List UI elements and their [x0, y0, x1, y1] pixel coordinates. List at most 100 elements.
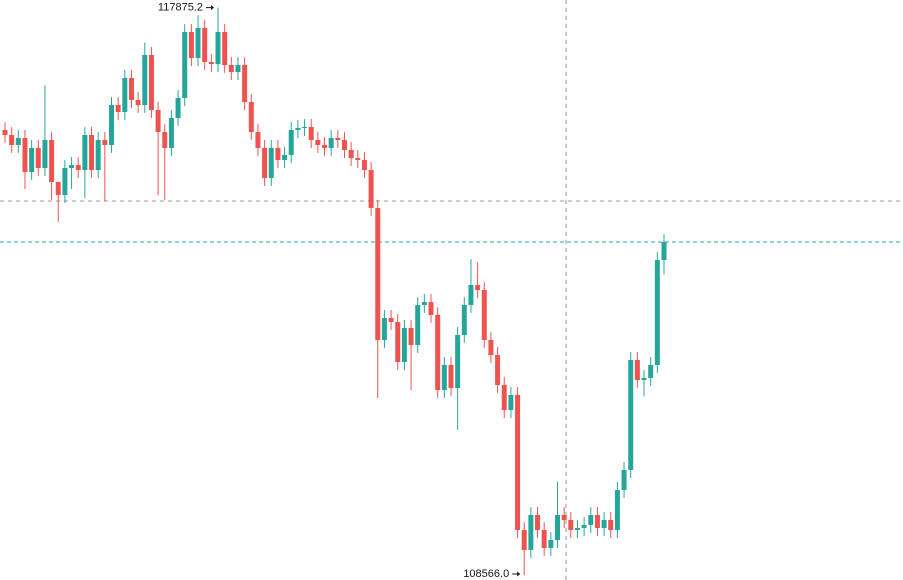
- candle-body: [175, 97, 181, 118]
- candle-body: [348, 150, 354, 158]
- candle-body: [441, 365, 447, 390]
- candle-body: [202, 27, 208, 63]
- candle-body: [614, 490, 620, 530]
- candle-body: [255, 132, 261, 148]
- candle-body: [634, 360, 640, 380]
- candle-body: [248, 102, 254, 133]
- candle-body: [368, 170, 374, 208]
- candle-body: [408, 327, 414, 345]
- candle-body: [495, 355, 501, 385]
- candle-body: [62, 167, 68, 195]
- candle-body: [75, 165, 81, 170]
- candle-body: [15, 137, 21, 145]
- candle-body: [621, 470, 627, 490]
- candle-body: [188, 32, 194, 58]
- candle-body: [455, 335, 461, 388]
- candle-body: [22, 137, 28, 173]
- candle-body: [69, 165, 75, 168]
- candle-body: [581, 525, 587, 528]
- candle-body: [421, 302, 427, 305]
- candle-body: [282, 155, 288, 160]
- candle-body: [162, 132, 168, 148]
- candle-body: [548, 540, 554, 548]
- candle-body: [608, 520, 614, 530]
- candle-body: [475, 285, 481, 290]
- candle-body: [235, 65, 241, 73]
- candle-body: [448, 365, 454, 388]
- candle-body: [428, 302, 434, 315]
- candle-body: [82, 135, 88, 170]
- candle-body: [528, 515, 534, 550]
- candle-body: [335, 137, 341, 140]
- candle-body: [288, 130, 294, 155]
- low-arrow-head: [517, 571, 521, 577]
- candle-body: [49, 140, 55, 183]
- candle-body: [35, 147, 41, 168]
- candle-body: [122, 77, 128, 113]
- candle-body: [315, 140, 321, 145]
- candle-body: [155, 110, 161, 133]
- candle-body: [302, 127, 308, 129]
- candle-body: [588, 515, 594, 525]
- candle-body: [468, 285, 474, 305]
- low-label: 108566.0: [463, 568, 509, 580]
- candle-body: [242, 65, 248, 103]
- candle-body: [515, 395, 521, 530]
- candle-body: [361, 160, 367, 170]
- candle-body: [395, 322, 401, 363]
- candle-body: [275, 147, 281, 160]
- candle-body: [381, 317, 387, 340]
- candle-body: [501, 385, 507, 410]
- candle-body: [541, 530, 547, 548]
- candle-body: [601, 520, 607, 528]
- candle-body: [195, 27, 201, 58]
- candle-body: [435, 315, 441, 390]
- candle-body: [9, 135, 15, 145]
- candle-body: [182, 32, 188, 98]
- candle-body: [295, 127, 301, 130]
- candle-body: [654, 260, 660, 365]
- candle-body: [42, 140, 48, 168]
- candle-body: [508, 395, 514, 410]
- candle-body: [142, 55, 148, 105]
- candle-body: [535, 515, 541, 530]
- candle-body: [29, 147, 35, 173]
- candle-body: [115, 105, 121, 113]
- candle-body: [89, 135, 95, 170]
- candle-body: [554, 515, 560, 540]
- candle-body: [488, 340, 494, 355]
- candle-body: [222, 32, 228, 65]
- candle-body: [228, 65, 234, 73]
- candle-body: [641, 377, 647, 380]
- candle-body: [95, 140, 101, 170]
- candle-body: [215, 32, 221, 65]
- candle-body: [102, 140, 108, 145]
- candle-body: [268, 147, 274, 178]
- candle-body: [574, 527, 580, 530]
- candle-body: [401, 327, 407, 363]
- candle-body: [481, 290, 487, 340]
- candle-body: [148, 55, 154, 110]
- candle-body: [461, 305, 467, 335]
- candle-body: [109, 105, 115, 145]
- candle-body: [128, 77, 134, 100]
- candle-body: [168, 117, 174, 148]
- candle-body: [322, 145, 328, 148]
- candle-body: [415, 305, 421, 345]
- candle-body: [2, 130, 8, 135]
- candle-body: [521, 530, 527, 550]
- candle-body: [308, 127, 314, 140]
- high-label: 117875.2: [158, 2, 203, 14]
- candle-body: [648, 365, 654, 378]
- candle-body: [262, 147, 268, 178]
- candle-body: [355, 157, 361, 160]
- candle-body: [341, 140, 347, 150]
- candle-body: [135, 100, 141, 105]
- candle-body: [568, 520, 574, 530]
- candle-body: [375, 207, 381, 340]
- candle-body: [388, 317, 394, 323]
- candle-body: [628, 360, 634, 470]
- candle-body: [208, 62, 214, 65]
